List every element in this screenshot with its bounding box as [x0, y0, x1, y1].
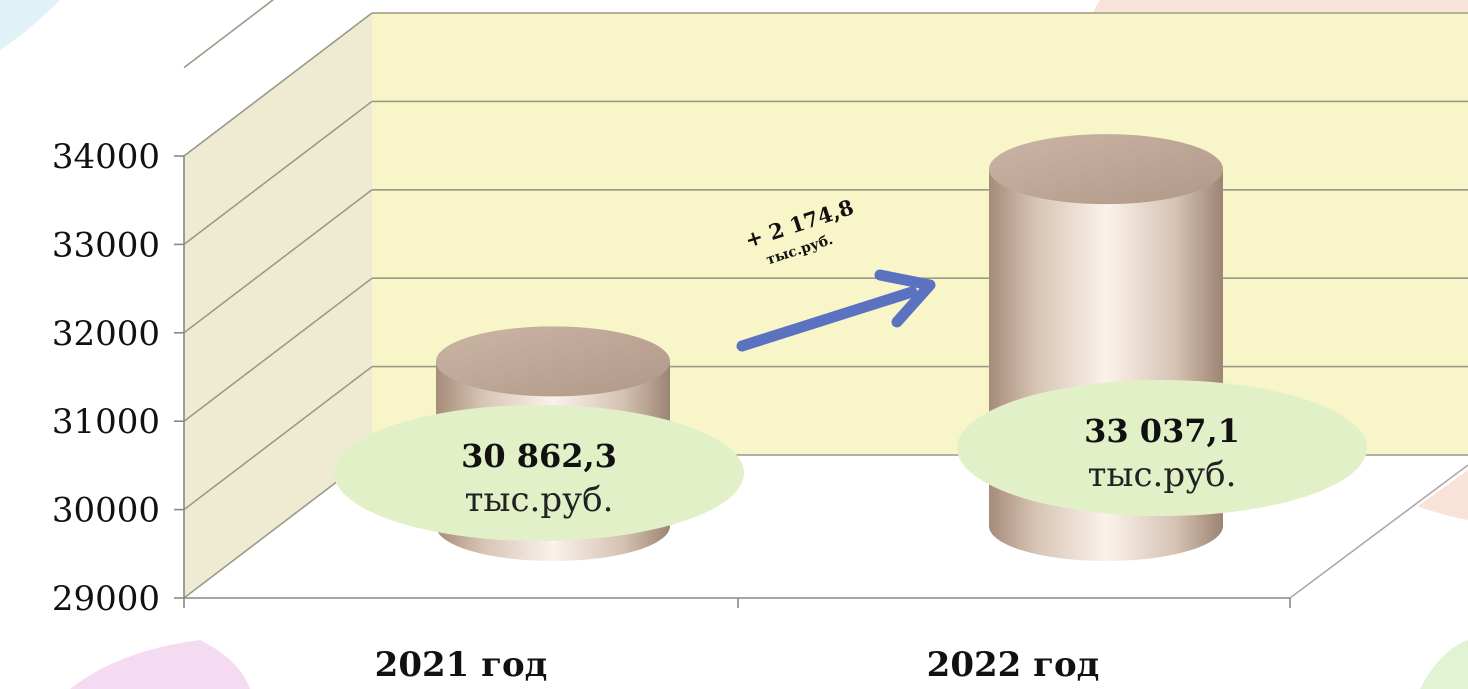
- y-tick-label: 33000: [52, 225, 160, 265]
- gridline-side: [183, 100, 373, 246]
- side-wall: [184, 12, 372, 598]
- value-label-2: 33 037,1 тыс.руб.: [957, 380, 1367, 516]
- gridline-side: [183, 12, 373, 157]
- x-tick-label: 2022 год: [927, 645, 1100, 685]
- value-unit: тыс.руб.: [1088, 455, 1237, 495]
- y-axis-ticks: 29000 30000 31000 32000 33000 34000: [52, 137, 184, 619]
- value-bubble: [957, 380, 1367, 516]
- bar-cap: [436, 326, 670, 397]
- value-number: 30 862,3: [461, 437, 617, 475]
- bar-cap: [989, 134, 1223, 205]
- y-tick-label: 32000: [52, 314, 160, 354]
- growth-arrow-shaft: [736, 286, 918, 352]
- bars: 30 862,3 тыс.руб. 33 037,1 тыс.руб.: [334, 134, 1367, 561]
- gridline-side: [183, 0, 275, 69]
- growth-arrow-head: [874, 269, 936, 328]
- x-tick-label: 2021 год: [375, 645, 548, 685]
- floor-edge: [1289, 464, 1468, 599]
- y-tick-label: 31000: [52, 402, 160, 442]
- value-bubble: [334, 405, 744, 541]
- y-tick-label: 34000: [52, 137, 160, 177]
- gridline-side: [183, 277, 373, 422]
- gridline-side: [183, 189, 373, 334]
- x-axis-labels: 2021 год 2022 год: [375, 645, 1100, 685]
- value-unit: тыс.руб.: [465, 480, 614, 520]
- y-tick-label: 30000: [52, 491, 160, 531]
- y-tick-label: 29000: [52, 579, 160, 619]
- gridline-side: [183, 365, 373, 511]
- value-number: 33 037,1: [1084, 412, 1240, 450]
- value-label-1: 30 862,3 тыс.руб.: [334, 405, 744, 541]
